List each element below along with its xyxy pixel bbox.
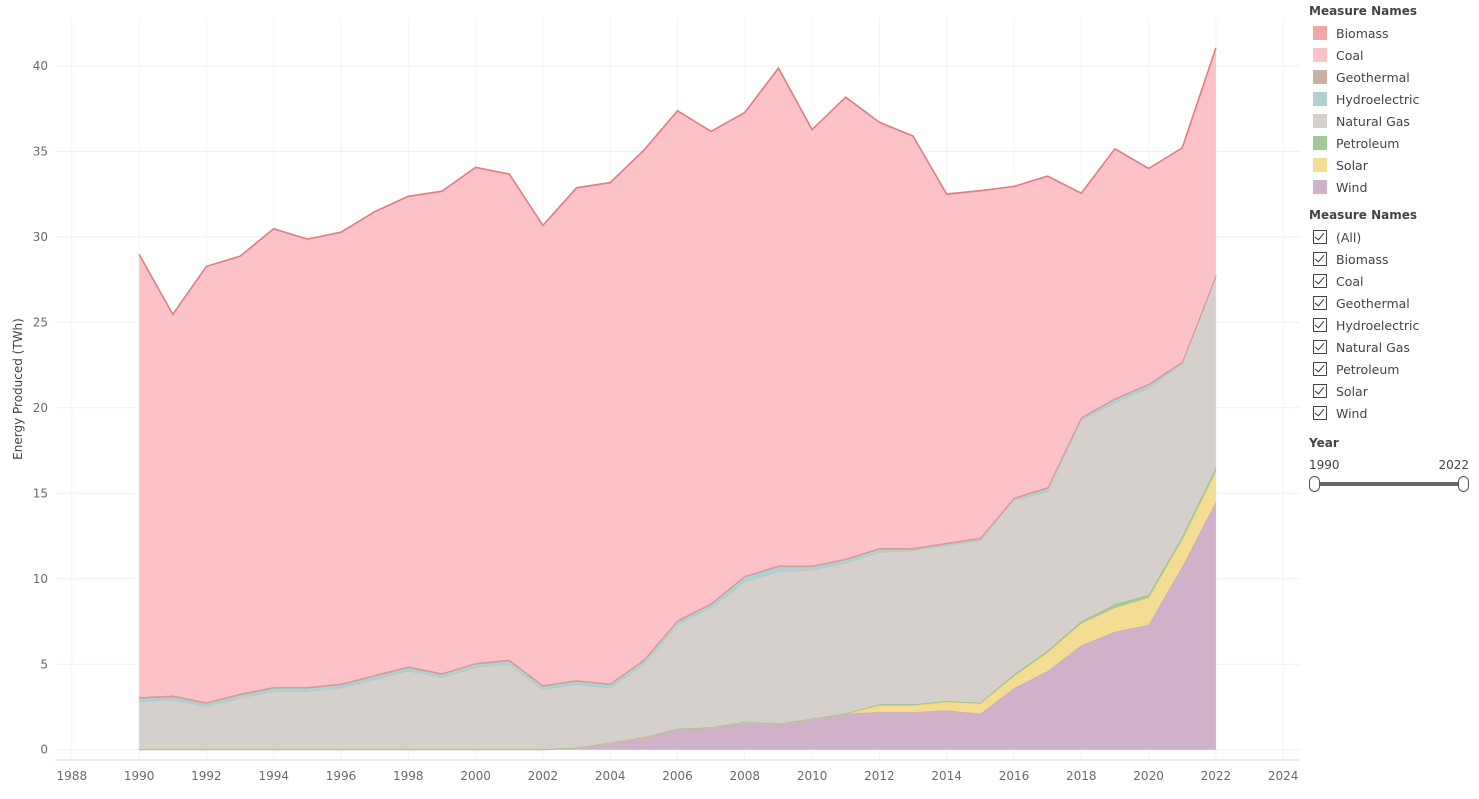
y-tick-label: 30: [33, 230, 48, 244]
filter-label: Hydroelectric: [1336, 317, 1420, 333]
x-tick-label: 1990: [124, 769, 155, 783]
legend-item-petroleum[interactable]: Petroleum: [1309, 132, 1479, 154]
filter-label: Solar: [1336, 383, 1368, 399]
x-tick-label: 2010: [797, 769, 828, 783]
checkbox-checked-icon[interactable]: [1313, 318, 1327, 332]
x-tick-label: 2000: [460, 769, 491, 783]
area-chart: 0 5 10 15 20 25 30 35 40 1988 1990 1992 1994 1996 1998…: [11, 18, 1300, 783]
checkbox-checked-icon[interactable]: [1313, 362, 1327, 376]
checkbox-checked-icon[interactable]: [1313, 406, 1327, 420]
legend-swatch: [1313, 26, 1327, 40]
filter-label: Natural Gas: [1336, 339, 1410, 355]
legend-item-biomass[interactable]: Biomass: [1309, 22, 1479, 44]
legend-item-wind[interactable]: Wind: [1309, 176, 1479, 198]
checkbox-checked-icon[interactable]: [1313, 274, 1327, 288]
legend-item-hydroelectric[interactable]: Hydroelectric: [1309, 88, 1479, 110]
filter-item-petroleum[interactable]: Petroleum: [1309, 358, 1479, 380]
y-tick-label: 35: [33, 144, 48, 158]
measure-filter: (All) Biomass Coal Geothermal Hydroelectric N…: [1309, 226, 1479, 424]
filter-label: Coal: [1336, 273, 1364, 289]
filter-label: Wind: [1336, 405, 1368, 421]
legend-label: Biomass: [1336, 25, 1389, 41]
legend-label: Hydroelectric: [1336, 91, 1420, 107]
legend-swatch: [1313, 92, 1327, 106]
legend-label: Petroleum: [1336, 135, 1400, 151]
filter-item-wind[interactable]: Wind: [1309, 402, 1479, 424]
x-tick-label: 2012: [864, 769, 895, 783]
legend-label: Natural Gas: [1336, 113, 1410, 129]
checkbox-checked-icon[interactable]: [1313, 296, 1327, 310]
legend-swatch: [1313, 158, 1327, 172]
y-tick-label: 0: [40, 743, 48, 757]
legend-swatch: [1313, 70, 1327, 84]
filter-item-natural-gas[interactable]: Natural Gas: [1309, 336, 1479, 358]
x-tick-label: 2004: [595, 769, 626, 783]
filter-item-all[interactable]: (All): [1309, 226, 1479, 248]
filter-item-hydroelectric[interactable]: Hydroelectric: [1309, 314, 1479, 336]
y-axis-title: Energy Produced (TWh): [11, 318, 25, 460]
checkbox-checked-icon[interactable]: [1313, 384, 1327, 398]
x-tick-label: 2014: [931, 769, 962, 783]
area-wind: [139, 501, 1216, 750]
legend-item-solar[interactable]: Solar: [1309, 154, 1479, 176]
x-tick-label: 2002: [528, 769, 559, 783]
y-tick-label: 10: [33, 572, 48, 586]
side-panel: Measure Names Biomass Coal Geothermal Hydro…: [1309, 0, 1479, 492]
x-tick-label: 2024: [1268, 769, 1299, 783]
y-tick-label: 15: [33, 486, 48, 500]
filter-label: Petroleum: [1336, 361, 1400, 377]
x-tick-label: 2008: [730, 769, 761, 783]
x-tick-label: 2016: [999, 769, 1030, 783]
legend-label: Coal: [1336, 47, 1364, 63]
legend-item-natural-gas[interactable]: Natural Gas: [1309, 110, 1479, 132]
filter-label: Biomass: [1336, 251, 1389, 267]
x-tick-label: 1996: [326, 769, 357, 783]
checkbox-checked-icon[interactable]: [1313, 252, 1327, 266]
x-tick-label: 2006: [662, 769, 693, 783]
area-coal: [139, 47, 1216, 703]
x-tick-label: 2020: [1133, 769, 1164, 783]
legend: Biomass Coal Geothermal Hydroelectric Natura…: [1309, 22, 1479, 198]
legend-title: Measure Names: [1309, 4, 1418, 18]
x-tick-label: 1998: [393, 769, 424, 783]
area-natural-gas: [139, 277, 1216, 750]
x-tick-label: 1992: [191, 769, 222, 783]
legend-label: Wind: [1336, 179, 1368, 195]
x-tick-label: 2018: [1066, 769, 1097, 783]
legend-swatch: [1313, 48, 1327, 62]
filter-item-coal[interactable]: Coal: [1309, 270, 1479, 292]
x-tick-label: 1994: [258, 769, 289, 783]
y-tick-label: 5: [40, 657, 48, 671]
filter-label: Geothermal: [1336, 295, 1410, 311]
slider-handle-max[interactable]: [1458, 476, 1469, 492]
year-filter-title: Year: [1309, 436, 1339, 450]
year-filter: Year 1990 2022: [1309, 432, 1479, 492]
legend-swatch: [1313, 136, 1327, 150]
legend-label: Solar: [1336, 157, 1368, 173]
year-max-label: 2022: [1438, 458, 1469, 472]
filter-item-solar[interactable]: Solar: [1309, 380, 1479, 402]
legend-swatch: [1313, 180, 1327, 194]
filter-item-biomass[interactable]: Biomass: [1309, 248, 1479, 270]
filter-title: Measure Names: [1309, 208, 1418, 222]
filter-label: (All): [1336, 229, 1362, 245]
y-tick-label: 40: [33, 59, 48, 73]
checkbox-checked-icon[interactable]: [1313, 230, 1327, 244]
year-min-label: 1990: [1309, 458, 1340, 472]
y-tick-label: 20: [33, 401, 48, 415]
year-range-labels: 1990 2022: [1309, 458, 1469, 472]
line-coal: [138, 47, 1217, 316]
legend-item-geothermal[interactable]: Geothermal: [1309, 66, 1479, 88]
x-tick-label: 2022: [1201, 769, 1232, 783]
x-tick-label: 1988: [57, 769, 88, 783]
legend-item-coal[interactable]: Coal: [1309, 44, 1479, 66]
y-tick-label: 25: [33, 315, 48, 329]
year-range-slider[interactable]: [1309, 476, 1469, 492]
slider-handle-min[interactable]: [1309, 476, 1320, 492]
filter-item-geothermal[interactable]: Geothermal: [1309, 292, 1479, 314]
checkbox-checked-icon[interactable]: [1313, 340, 1327, 354]
legend-label: Geothermal: [1336, 69, 1410, 85]
legend-swatch: [1313, 114, 1327, 128]
slider-track: [1313, 482, 1465, 486]
